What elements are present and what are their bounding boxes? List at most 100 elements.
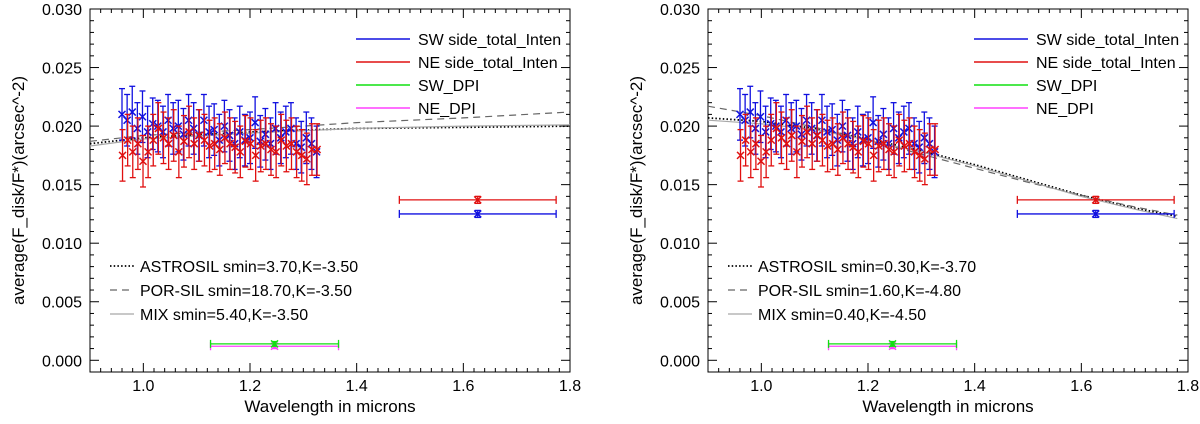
ne-total-point-marker-b (256, 141, 265, 151)
ne-total-point-marker-b (231, 143, 240, 152)
ne-total-point (287, 117, 296, 171)
ne-total-point-marker-b (849, 143, 858, 152)
ne-total-point-marker-b (200, 136, 209, 145)
ne-total-point-marker-b (782, 139, 791, 148)
model-legend-label: ASTROSIL smin=3.70,K=-3.50 (140, 259, 358, 276)
ne-total-point-marker-b (236, 147, 245, 156)
ne-total-point-marker-b (828, 139, 837, 148)
ne-total-point-marker-b (210, 139, 219, 148)
ne-total-point (226, 117, 235, 171)
ne-total-point-marker-b (746, 147, 755, 156)
model-legend-label: MIX smin=0.40,K=-4.50 (758, 307, 926, 324)
ne-total-point (210, 117, 219, 171)
ne-total-point (849, 120, 858, 174)
x-axis-label: Wavelength in microns (862, 397, 1033, 416)
sw-total-point-marker-b (756, 112, 765, 121)
ne-total-point (282, 119, 291, 173)
ne-total-point (190, 117, 199, 171)
ne-total-point (205, 119, 214, 173)
x-tick-label: 1.4 (346, 378, 368, 395)
ne-total-point-marker-b (864, 139, 873, 148)
ne-total-point-marker-b (282, 141, 291, 151)
y-axis-label: average(F_disk/F*)(arcsec^-2) (627, 76, 646, 305)
ne-total-point-marker-b (884, 145, 894, 154)
sw-total-point (756, 90, 765, 144)
ne-total-point (782, 117, 791, 171)
y-tick-label: 0.015 (42, 178, 82, 195)
y-tick-label: 0.010 (42, 236, 82, 253)
ne-total-point-marker-b (741, 136, 750, 145)
ne-total-point-marker-b (833, 145, 842, 154)
ne-total-point (154, 102, 163, 155)
y-tick-label: 0.020 (660, 119, 700, 136)
ne-total-point (920, 132, 929, 186)
ne-total-point-marker-b (266, 145, 276, 154)
ne-total-point-marker-b (859, 137, 868, 146)
model-legend-label: POR-SIL smin=1.60,K=-4.80 (758, 283, 961, 300)
ne-total-point (756, 134, 766, 188)
legend-ne-total-label: NE side_total_Inten (418, 55, 558, 72)
ne-total-point-marker-b (159, 133, 168, 142)
ne-total-point-marker-b (164, 139, 173, 148)
ne-total-point (251, 128, 260, 182)
ne-total-point-marker-b (869, 151, 878, 160)
ne-total-point (256, 119, 265, 173)
ne-total-point-marker-b (905, 139, 914, 148)
ne-total-point (118, 128, 127, 182)
ne-total-point-marker-b (226, 139, 235, 148)
sw-dpi-point-marker-b (270, 339, 279, 348)
ne-total-point (808, 117, 817, 171)
sw-total-point-marker-b (138, 112, 147, 121)
ne-total-point-marker-b (915, 151, 924, 160)
ne-total-point-marker-b (251, 151, 260, 160)
y-tick-label: 0.025 (42, 61, 82, 78)
ne-total-point-marker-b (302, 154, 311, 163)
y-tick-label: 0.030 (660, 2, 700, 19)
ne-total-point-marker-b (844, 139, 853, 148)
ne-total-point-marker-b (823, 141, 832, 151)
ne-total-point (297, 128, 306, 182)
ne-total-point-marker-b (803, 127, 812, 136)
y-tick-label: 0.010 (660, 236, 700, 253)
ne-total-point-marker-b (133, 139, 142, 148)
ne-total-point-marker-b (792, 147, 801, 156)
ne-total-point (169, 109, 178, 162)
ne-total-point-marker-b (149, 136, 158, 145)
ne-total-point (823, 119, 832, 173)
y-axis-label: average(F_disk/F*)(arcsec^-2) (9, 76, 28, 305)
ne-total-point (266, 123, 276, 176)
ne-total-point-marker-b (215, 145, 224, 154)
ne-total-point (236, 125, 245, 179)
ne-total-point-marker-b (756, 157, 766, 166)
x-tick-label: 1.0 (132, 378, 154, 395)
ne-total-point-marker-b (297, 151, 306, 160)
ne-total-point-marker-b (144, 147, 153, 156)
model-legend-label: MIX smin=5.40,K=-3.50 (140, 307, 308, 324)
ne-total-point-marker-b (118, 151, 127, 160)
y-tick-label: 0.030 (42, 2, 82, 19)
sw-h-band-point (398, 209, 557, 219)
sw-dpi-point (827, 339, 958, 348)
ne-total-point (164, 117, 173, 171)
ne-total-point (762, 125, 771, 179)
ne-total-point (869, 128, 878, 182)
ne-h-band-point (1016, 195, 1175, 205)
model-curve-dotted (90, 125, 570, 145)
ne-total-point (241, 114, 250, 168)
plot-frame (89, 8, 571, 373)
x-tick-label: 1.2 (857, 378, 879, 395)
y-tick-label: 0.020 (42, 119, 82, 136)
ne-total-point-marker-b (838, 133, 847, 142)
ne-total-point-marker-b (910, 147, 919, 156)
ne-total-point-marker-b (246, 139, 255, 148)
sw-dpi-point-marker-b (888, 339, 897, 348)
ne-total-point (772, 102, 781, 155)
ne-total-point-marker-b (123, 136, 132, 145)
x-tick-label: 1.2 (239, 378, 261, 395)
model-legend-label: POR-SIL smin=18.70,K=-3.50 (140, 283, 352, 300)
ne-total-point (910, 125, 919, 179)
model-legend-label: ASTROSIL smin=0.30,K=-3.70 (758, 259, 976, 276)
ne-total-point-marker-b (813, 131, 822, 140)
legend-ne-dpi-label: NE_DPI (418, 101, 476, 118)
